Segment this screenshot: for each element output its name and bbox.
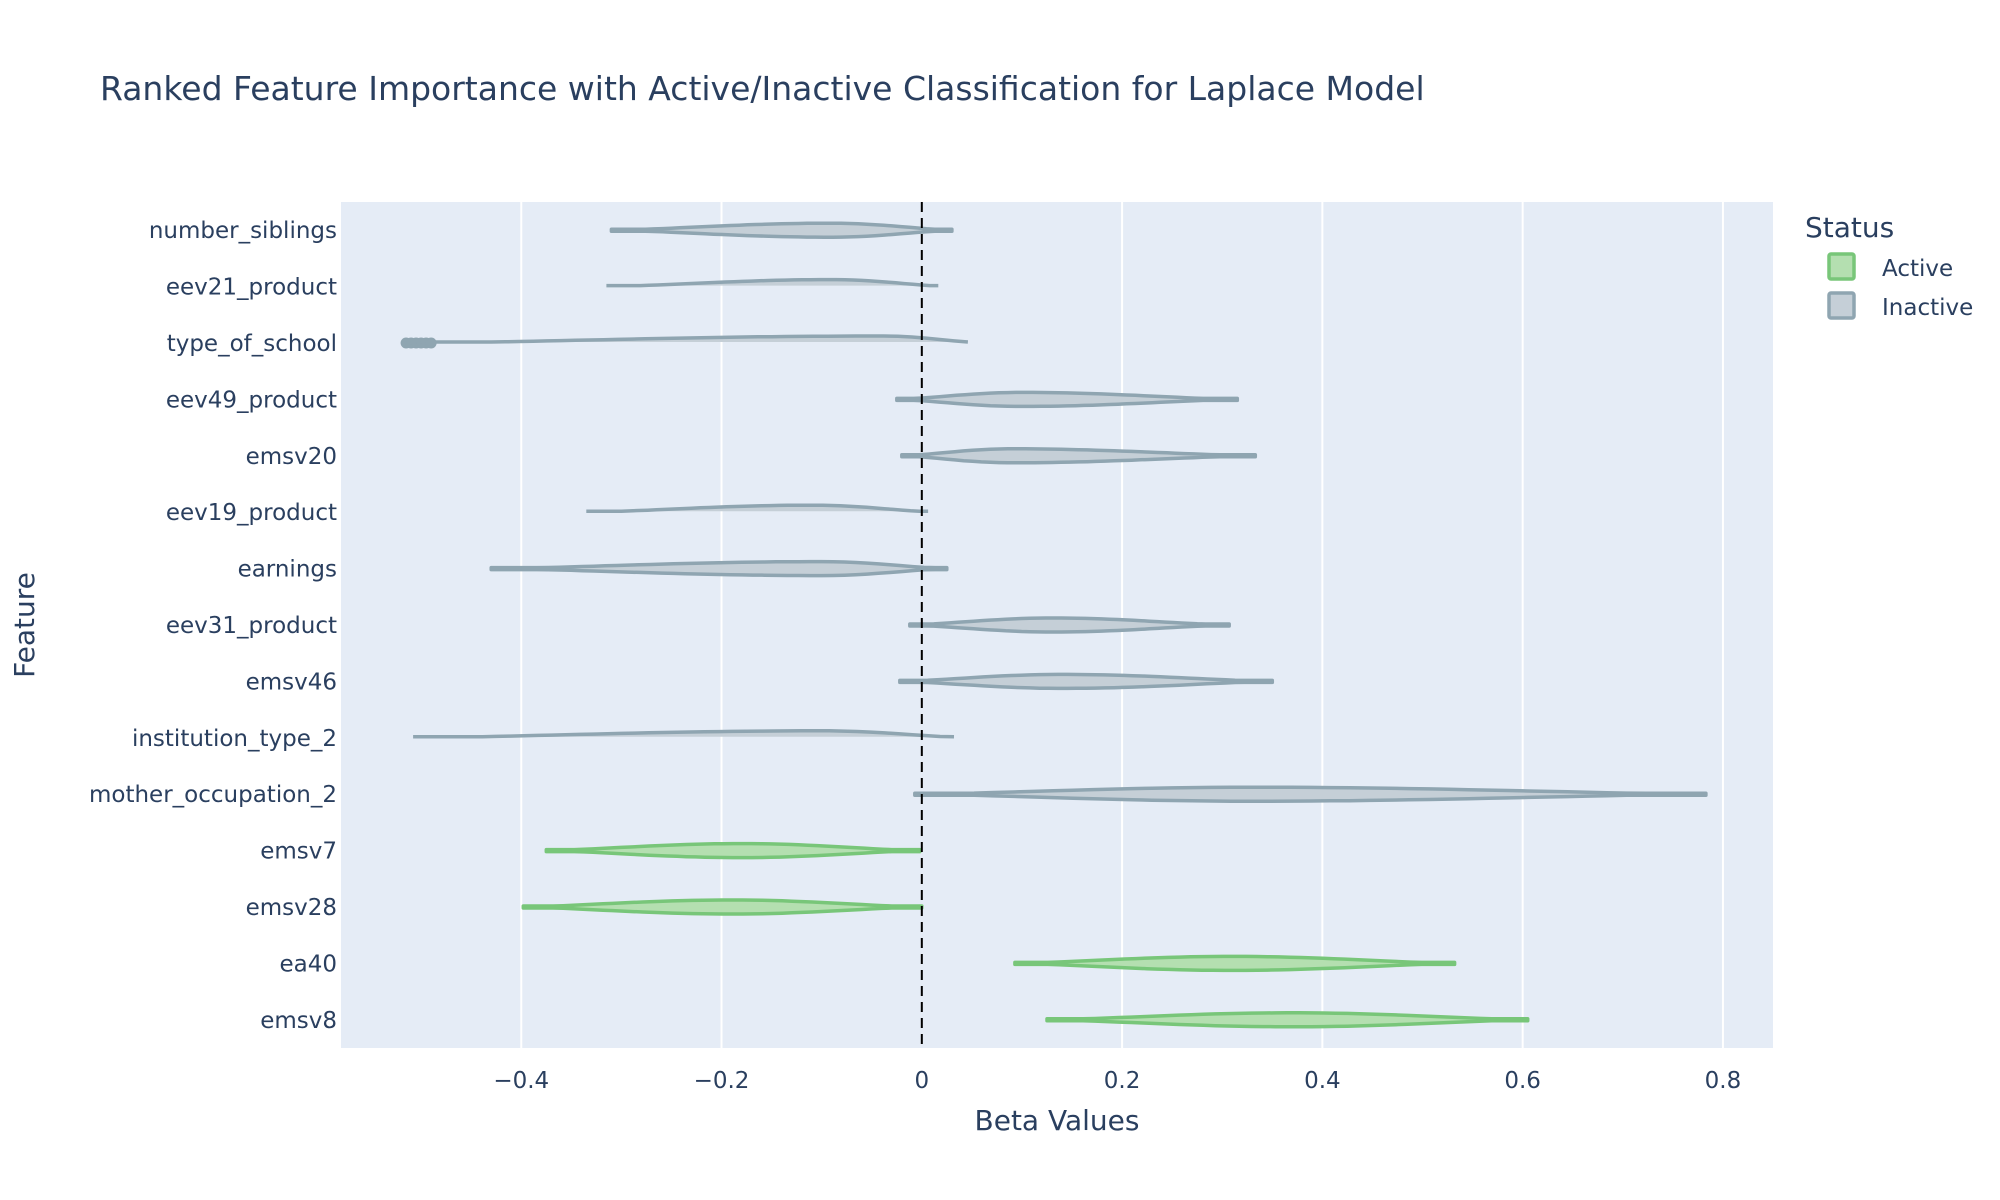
violin-eev21_product[interactable] (606, 277, 939, 288)
y-tick-label: eev19_product (166, 500, 337, 526)
y-tick-label: eev31_product (166, 613, 337, 639)
y-tick-label: eev21_product (166, 275, 337, 301)
chart-title: Ranked Feature Importance with Active/In… (100, 69, 1425, 108)
x-tick-label: 0 (914, 1068, 929, 1094)
legend-item-active[interactable]: Active (1827, 252, 1953, 282)
violin-mother_occupation_2[interactable] (913, 785, 1708, 803)
violins (400, 221, 1708, 1029)
violin-earnings[interactable] (489, 559, 949, 578)
violin-number_siblings[interactable] (609, 221, 954, 239)
x-tick-label: 0.6 (1504, 1068, 1541, 1094)
legend-title: Status (1805, 211, 1894, 244)
y-tick-label: emsv46 (246, 669, 337, 695)
x-tick-label: 0.4 (1304, 1068, 1341, 1094)
x-tick-labels: −0.4 −0.2 0 0.2 0.4 0.6 0.8 (493, 1068, 1741, 1094)
y-tick-label: number_siblings (149, 218, 337, 244)
x-tick-label: 0.2 (1104, 1068, 1141, 1094)
violin-emsv46[interactable] (898, 672, 1275, 691)
y-tick-label: emsv7 (260, 839, 337, 865)
violin-institution_type_2[interactable] (413, 729, 955, 739)
legend-swatch-inactive (1827, 291, 1856, 320)
violin-type_of_school[interactable] (421, 334, 969, 344)
y-tick-label: emsv8 (260, 1008, 337, 1034)
x-tick-label: −0.4 (493, 1068, 549, 1094)
y-tick-label: institution_type_2 (132, 726, 337, 752)
outlier-point (425, 337, 437, 349)
legend: Status Active Inactive (1805, 211, 1973, 321)
violin-emsv7[interactable] (544, 841, 922, 860)
y-axis-title: Feature (8, 572, 41, 678)
violin-ea40[interactable] (1013, 954, 1457, 973)
y-tick-label: ea40 (279, 951, 337, 977)
x-tick-label: 0.8 (1705, 1068, 1742, 1094)
y-tick-label: eev49_product (166, 387, 337, 413)
y-tick-label: type_of_school (167, 331, 337, 357)
violin-eev19_product[interactable] (586, 503, 929, 513)
y-tick-label: earnings (238, 557, 337, 583)
violin-emsv20[interactable] (900, 447, 1258, 465)
x-tick-label: −0.2 (694, 1068, 750, 1094)
violin-eev49_product[interactable] (895, 390, 1240, 409)
legend-label-active: Active (1882, 256, 1953, 282)
y-tick-labels: number_siblings eev21_product type_of_scho… (89, 218, 337, 1034)
y-tick-label: emsv28 (246, 895, 337, 921)
legend-swatch-active (1827, 252, 1856, 281)
y-tick-label: mother_occupation_2 (89, 782, 337, 808)
violin-eev31_product[interactable] (908, 616, 1231, 634)
y-tick-label: emsv20 (246, 444, 337, 470)
x-axis-title: Beta Values (975, 1104, 1140, 1137)
violin-emsv8[interactable] (1045, 1011, 1530, 1029)
legend-label-inactive: Inactive (1882, 295, 1973, 321)
legend-item-inactive[interactable]: Inactive (1827, 291, 1973, 321)
